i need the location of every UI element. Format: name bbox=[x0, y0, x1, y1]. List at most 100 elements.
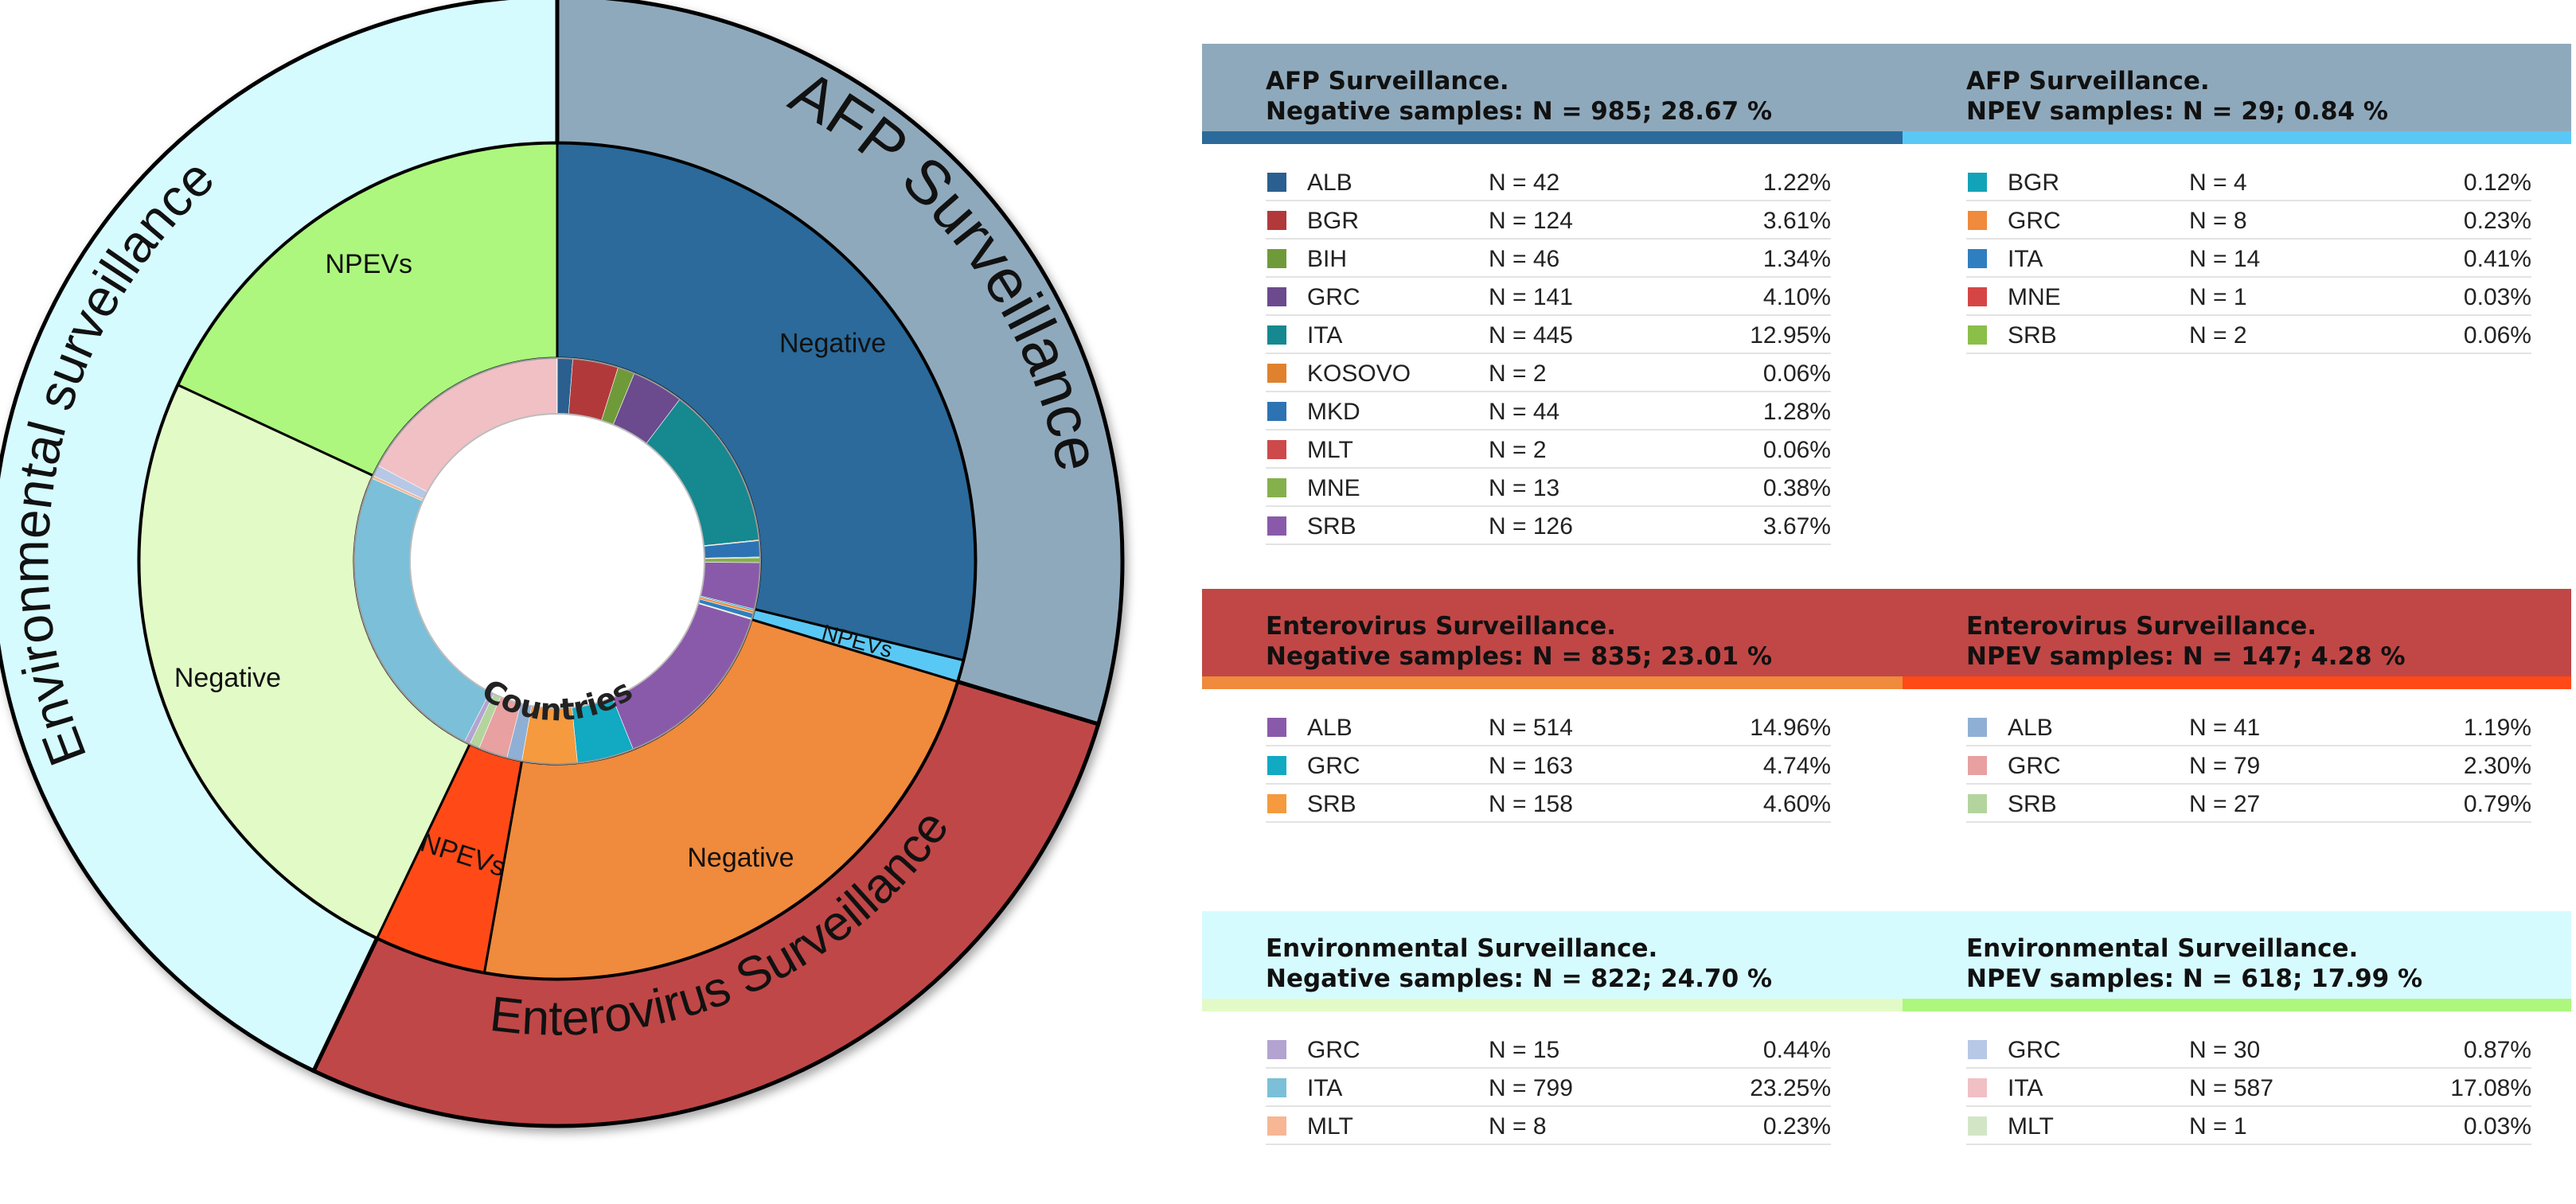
panel-subtitle: Negative samples: N = 985; 28.67 % bbox=[1266, 97, 1773, 126]
panel-table: ALB N = 42 1.22% BGR N = 124 3.61% BIH N = 46 1.… bbox=[1266, 163, 1831, 545]
table-row: GRC N = 79 2.30% bbox=[1966, 746, 2531, 785]
sample-count: N = 2 bbox=[1489, 437, 1547, 463]
summary-panel: Enterovirus Surveillance. NPEV samples: N… bbox=[1903, 589, 2571, 823]
country-code: ITA bbox=[2008, 1075, 2043, 1101]
sample-percent: 0.44% bbox=[1762, 1037, 1831, 1063]
panel-stripe bbox=[1903, 676, 2571, 689]
panel-table: ALB N = 41 1.19% GRC N = 79 2.30% SRB N = 27 0.7… bbox=[1966, 708, 2531, 823]
sample-count: N = 14 bbox=[2189, 246, 2261, 272]
sample-percent: 0.12% bbox=[2463, 169, 2531, 196]
table-row: ALB N = 41 1.19% bbox=[1966, 708, 2531, 746]
country-code: SRB bbox=[1307, 513, 1356, 540]
color-swatch bbox=[1968, 325, 1987, 345]
color-swatch bbox=[1968, 287, 1987, 306]
panel-stripe bbox=[1202, 999, 1903, 1011]
country-code: MLT bbox=[2008, 1113, 2054, 1140]
sample-percent: 4.60% bbox=[1762, 791, 1831, 817]
sample-count: N = 8 bbox=[2189, 208, 2247, 234]
panel-table: GRC N = 30 0.87% ITA N = 587 17.08% MLT N = 1 0.… bbox=[1966, 1031, 2531, 1145]
country-code: MNE bbox=[2008, 284, 2061, 310]
sample-count: N = 30 bbox=[2189, 1037, 2261, 1063]
country-code: GRC bbox=[1307, 284, 1360, 310]
panel-header: Environmental Surveillance. Negative samp… bbox=[1202, 911, 1903, 999]
sample-count: N = 2 bbox=[1489, 360, 1547, 387]
color-swatch bbox=[1267, 516, 1286, 536]
color-swatch bbox=[1267, 364, 1286, 383]
sample-count: N = 27 bbox=[2189, 791, 2261, 817]
sample-percent: 0.41% bbox=[2463, 246, 2531, 272]
panel-subtitle: NPEV samples: N = 147; 4.28 % bbox=[1966, 642, 2406, 671]
sample-count: N = 8 bbox=[1489, 1113, 1547, 1140]
table-row: SRB N = 27 0.79% bbox=[1966, 785, 2531, 823]
table-row: ITA N = 14 0.41% bbox=[1966, 240, 2531, 278]
color-swatch bbox=[1267, 249, 1286, 268]
table-row: GRC N = 8 0.23% bbox=[1966, 201, 2531, 240]
panel-title: Environmental Surveillance. bbox=[1966, 934, 2359, 963]
sample-percent: 0.03% bbox=[2463, 284, 2531, 310]
country-code: ALB bbox=[1307, 715, 1352, 741]
table-row: ITA N = 445 12.95% bbox=[1266, 316, 1831, 354]
table-row: GRC N = 30 0.87% bbox=[1966, 1031, 2531, 1069]
sample-count: N = 124 bbox=[1489, 208, 1573, 234]
sample-count: N = 141 bbox=[1489, 284, 1573, 310]
sample-percent: 3.67% bbox=[1762, 513, 1831, 540]
color-swatch bbox=[1267, 478, 1286, 497]
country-code: BGR bbox=[1307, 208, 1360, 234]
inner-ring-border bbox=[353, 357, 761, 765]
country-code: KOSOVO bbox=[1307, 360, 1411, 387]
summary-panel: Enterovirus Surveillance. Negative sample… bbox=[1202, 589, 1903, 823]
table-row: ITA N = 799 23.25% bbox=[1266, 1069, 1831, 1107]
color-swatch bbox=[1267, 1078, 1286, 1097]
sample-count: N = 163 bbox=[1489, 753, 1573, 779]
country-code: SRB bbox=[1307, 791, 1356, 817]
table-row: ALB N = 514 14.96% bbox=[1266, 708, 1831, 746]
country-code: GRC bbox=[1307, 753, 1360, 779]
sample-percent: 1.22% bbox=[1762, 169, 1831, 196]
table-row: BIH N = 46 1.34% bbox=[1266, 240, 1831, 278]
middle-ring-label: Negative bbox=[174, 663, 281, 693]
table-row: BGR N = 124 3.61% bbox=[1266, 201, 1831, 240]
panel-title: Environmental Surveillance. bbox=[1266, 934, 1658, 963]
sample-count: N = 46 bbox=[1489, 246, 1560, 272]
panel-header: Enterovirus Surveillance. Negative sample… bbox=[1202, 589, 1903, 676]
sample-count: N = 2 bbox=[2189, 322, 2247, 349]
sample-percent: 1.34% bbox=[1762, 246, 1831, 272]
sample-percent: 23.25% bbox=[1750, 1075, 1831, 1101]
table-row: ITA N = 587 17.08% bbox=[1966, 1069, 2531, 1107]
color-swatch bbox=[1267, 794, 1286, 813]
panel-title: Enterovirus Surveillance. bbox=[1966, 612, 2317, 641]
table-row: ALB N = 42 1.22% bbox=[1266, 163, 1831, 201]
country-code: GRC bbox=[2008, 1037, 2061, 1063]
panel-table: GRC N = 15 0.44% ITA N = 799 23.25% MLT N = 8 0.… bbox=[1266, 1031, 1831, 1145]
sample-percent: 0.23% bbox=[1762, 1113, 1831, 1140]
sample-count: N = 1 bbox=[2189, 1113, 2247, 1140]
panel-subtitle: Negative samples: N = 822; 24.70 % bbox=[1266, 964, 1773, 993]
panel-stripe bbox=[1903, 131, 2571, 144]
country-code: ITA bbox=[2008, 246, 2043, 272]
panel-subtitle: Negative samples: N = 835; 23.01 % bbox=[1266, 642, 1773, 671]
color-swatch bbox=[1968, 211, 1987, 230]
sample-percent: 12.95% bbox=[1750, 322, 1831, 349]
table-row: BGR N = 4 0.12% bbox=[1966, 163, 2531, 201]
summary-panel: AFP Surveillance. Negative samples: N = 9… bbox=[1202, 44, 1903, 545]
country-code: GRC bbox=[2008, 753, 2061, 779]
country-code: MKD bbox=[1307, 399, 1360, 425]
sample-percent: 0.87% bbox=[2463, 1037, 2531, 1063]
country-code: GRC bbox=[1307, 1037, 1360, 1063]
color-swatch bbox=[1968, 1116, 1987, 1136]
summary-panel: Environmental Surveillance. NPEV samples:… bbox=[1903, 911, 2571, 1145]
sample-percent: 0.03% bbox=[2463, 1113, 2531, 1140]
country-code: MLT bbox=[1307, 437, 1353, 463]
sample-percent: 17.08% bbox=[2450, 1075, 2531, 1101]
sample-percent: 0.79% bbox=[2463, 791, 2531, 817]
color-swatch bbox=[1267, 1116, 1286, 1136]
sample-count: N = 514 bbox=[1489, 715, 1573, 741]
panel-header: Enterovirus Surveillance. NPEV samples: N… bbox=[1903, 589, 2571, 676]
panel-table: ALB N = 514 14.96% GRC N = 163 4.74% SRB N = 15… bbox=[1266, 708, 1831, 823]
country-code: GRC bbox=[2008, 208, 2061, 234]
sample-percent: 14.96% bbox=[1750, 715, 1831, 741]
color-swatch bbox=[1968, 756, 1987, 775]
color-swatch bbox=[1267, 287, 1286, 306]
sample-count: N = 42 bbox=[1489, 169, 1560, 196]
panel-title: AFP Surveillance. bbox=[1966, 67, 2210, 95]
